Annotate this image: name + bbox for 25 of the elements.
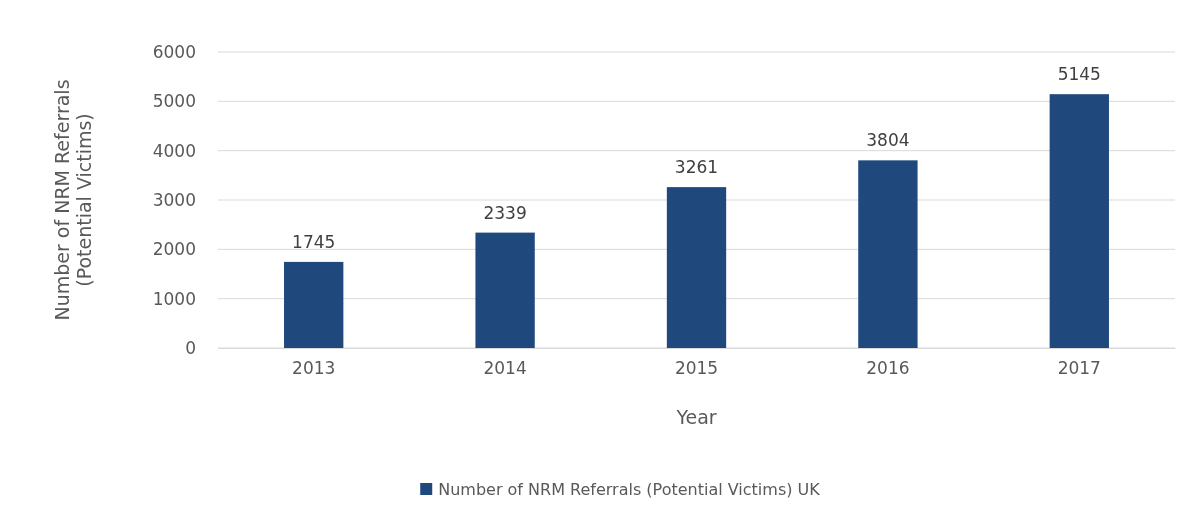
y-tick-label: 6000: [152, 41, 196, 62]
x-tick-label: 2017: [1057, 358, 1101, 379]
y-tick-label: 1000: [152, 288, 196, 309]
bar: [284, 261, 344, 348]
bar: [666, 187, 727, 348]
y-tick-label: 0: [185, 337, 196, 358]
bar: [858, 160, 918, 348]
data-label: 2339: [483, 202, 527, 223]
bar: [475, 232, 535, 348]
y-tick-label: 3000: [152, 189, 196, 210]
y-tick-label: 4000: [152, 140, 196, 161]
legend-label: Number of NRM Referrals (Potential Victims) UK: [438, 480, 821, 499]
data-label: 3804: [866, 130, 910, 151]
data-label: 3261: [674, 157, 719, 178]
x-tick-label: 2013: [292, 358, 336, 379]
x-axis-title: Year: [675, 406, 717, 428]
y-axis-title: Number of NRM Referrals (Potential Victims): [51, 79, 95, 321]
data-label: 5145: [1057, 64, 1101, 85]
data-label: 1745: [292, 231, 336, 252]
bar: [1049, 94, 1109, 348]
x-tick-label: 2014: [483, 358, 527, 379]
x-tick-label: 2015: [674, 358, 719, 379]
y-tick-label: 5000: [152, 91, 196, 112]
y-tick-label: 2000: [152, 239, 196, 260]
x-tick-label: 2016: [866, 358, 910, 379]
